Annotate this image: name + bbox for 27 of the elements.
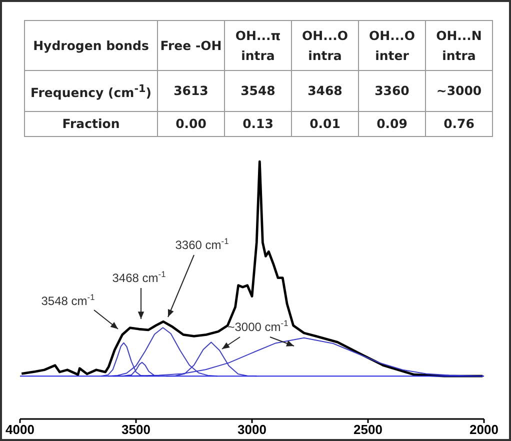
x-tick-label: 2000 <box>470 422 498 438</box>
category-label: OH...O intra <box>292 20 358 70</box>
category-label: Frequency (cm$^{-1}$) <box>30 82 152 100</box>
text: 0.09 <box>376 116 408 131</box>
x-tick-label: 3000 <box>238 422 266 438</box>
text: 0.00 <box>176 116 206 131</box>
text: 0.01 <box>310 116 340 131</box>
text: ~3000 <box>436 83 482 98</box>
annotation: ~3000 cm$^{-1}$ <box>228 318 289 334</box>
text: 3548 <box>240 83 276 98</box>
annotation: 3468 cm$^{-1}$ <box>112 269 166 285</box>
category-label: OH...π intra <box>224 20 292 70</box>
category-label: OH...O inter <box>358 20 426 70</box>
text: Hydrogen bonds <box>24 20 158 70</box>
category-label: Fraction <box>62 116 120 131</box>
text: 3468 <box>308 83 342 98</box>
annotation: 3548 cm$^{-1}$ <box>41 292 96 308</box>
text: 3360 <box>374 83 410 98</box>
text: 0.13 <box>242 116 274 131</box>
x-tick-label: 3500 <box>122 422 150 438</box>
category-label: OH...N intra <box>426 20 492 70</box>
annotation: 3360 cm$^{-1}$ <box>175 236 230 252</box>
text: 3613 <box>174 83 208 98</box>
text: 0.76 <box>444 116 474 131</box>
category-label: Free -OH <box>158 20 224 70</box>
x-tick-label: 4000 <box>6 422 34 438</box>
x-tick-label: 2500 <box>354 422 382 438</box>
